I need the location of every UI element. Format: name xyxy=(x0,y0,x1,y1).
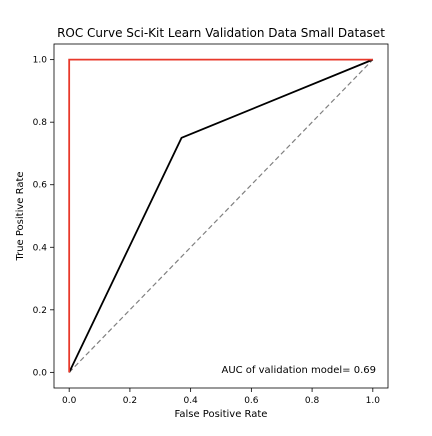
y-tick-label: 0.6 xyxy=(33,181,48,191)
y-axis-label: True Positive Rate xyxy=(15,171,26,261)
x-tick-label: 0.8 xyxy=(305,396,320,406)
x-tick-label: 0.2 xyxy=(123,396,137,406)
auc-annotation: AUC of validation model= 0.69 xyxy=(221,365,376,376)
y-tick-label: 0.4 xyxy=(33,243,48,253)
x-axis-ticks: 0.0 0.2 0.4 0.6 0.8 1.0 xyxy=(62,388,380,406)
series-line-2 xyxy=(68,59,374,373)
chart-title: ROC Curve Sci-Kit Learn Validation Data … xyxy=(57,26,385,40)
y-tick-label: 0.0 xyxy=(33,368,48,378)
y-tick-label: 0.2 xyxy=(33,306,47,316)
x-tick-label: 0.4 xyxy=(183,396,198,406)
series-line-1 xyxy=(68,58,374,373)
y-axis-ticks: 0.0 0.2 0.4 0.6 0.8 1.0 xyxy=(33,56,54,378)
plot-frame xyxy=(53,43,389,389)
x-tick-label: 0.6 xyxy=(244,396,259,406)
y-tick-label: 1.0 xyxy=(33,56,48,66)
x-tick-label: 1.0 xyxy=(366,396,381,406)
series-layer xyxy=(68,58,374,373)
series-line-0 xyxy=(68,58,373,373)
x-axis-label: False Positive Rate xyxy=(175,409,268,420)
x-tick-label: 0.0 xyxy=(62,396,77,406)
y-tick-label: 0.8 xyxy=(33,118,48,128)
